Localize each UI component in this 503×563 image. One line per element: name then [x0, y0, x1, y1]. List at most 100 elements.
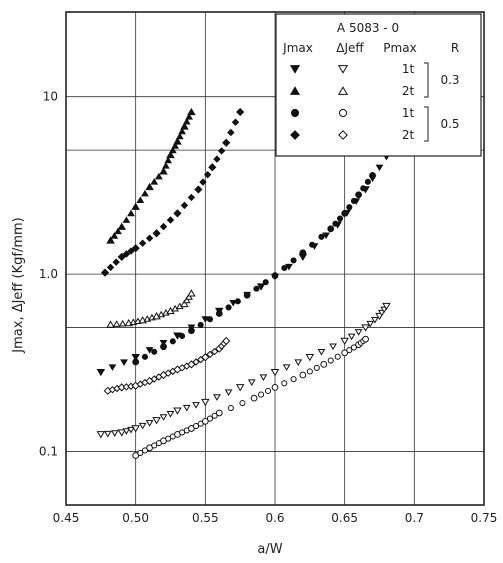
- data-point: [161, 162, 170, 169]
- data-point: [159, 339, 168, 347]
- data-point: [152, 229, 161, 238]
- data-point: [208, 163, 217, 172]
- x-axis-title: a/W: [257, 542, 282, 557]
- data-point: [341, 209, 349, 217]
- data-point: [366, 320, 375, 328]
- data-point: [201, 398, 210, 407]
- legend-marker: [337, 65, 349, 74]
- data-point: [169, 338, 176, 345]
- series-diamond-open: [103, 336, 231, 395]
- data-point: [180, 201, 189, 210]
- data-point: [227, 128, 235, 137]
- data-point: [110, 430, 119, 437]
- legend: A 5083 - 0 Jmax ΔJeff Pmax R 1t 2t 1t 2t 0.3 0.5: [275, 13, 482, 157]
- data-point: [199, 178, 207, 186]
- data-point: [206, 316, 214, 323]
- data-point: [151, 442, 158, 449]
- data-point: [120, 359, 128, 366]
- data-point: [306, 368, 313, 375]
- data-point: [96, 369, 106, 377]
- data-point: [247, 379, 256, 387]
- legend-pmax-label: 1t: [402, 106, 415, 120]
- legend-pmax-label: 1t: [402, 62, 415, 76]
- data-point: [201, 316, 210, 323]
- data-point: [132, 452, 140, 459]
- data-point: [211, 412, 218, 419]
- legend-marker: [337, 86, 349, 95]
- data-point: [270, 369, 280, 377]
- data-point: [96, 431, 106, 439]
- data-point: [187, 193, 196, 202]
- data-point: [369, 172, 376, 179]
- legend-marker: [290, 130, 300, 140]
- data-point: [320, 360, 328, 368]
- data-point: [329, 343, 337, 351]
- data-point: [141, 353, 149, 360]
- data-point: [171, 142, 180, 149]
- legend-header: R: [451, 41, 459, 55]
- data-point: [362, 335, 369, 343]
- data-point: [122, 216, 131, 223]
- data-point: [131, 425, 140, 433]
- series-triangle-up-filled: [106, 107, 196, 244]
- data-point: [201, 353, 210, 362]
- x-tick-label: 0.65: [331, 511, 358, 525]
- data-point: [173, 407, 182, 415]
- data-point: [258, 391, 265, 398]
- y-tick-label: 1.0: [39, 267, 58, 281]
- data-point: [285, 263, 293, 271]
- data-point: [145, 420, 154, 427]
- data-point: [318, 233, 325, 240]
- data-point: [215, 409, 223, 417]
- data-point: [360, 185, 367, 192]
- data-point: [187, 289, 196, 297]
- data-point: [131, 202, 140, 210]
- data-point: [336, 215, 344, 222]
- y-axis-title: Jmax, ΔJeff (Kgf/mm): [11, 217, 26, 353]
- data-point: [229, 299, 238, 307]
- data-point: [354, 329, 363, 336]
- data-point: [334, 353, 341, 360]
- data-point: [197, 321, 204, 329]
- data-point: [173, 209, 182, 218]
- data-point: [299, 371, 307, 379]
- data-point: [290, 376, 297, 383]
- data-point: [122, 250, 131, 258]
- data-point: [322, 232, 330, 240]
- data-point: [180, 122, 189, 130]
- data-point: [206, 415, 214, 422]
- data-point: [309, 241, 316, 248]
- data-point: [370, 317, 379, 324]
- x-tick-label: 0.75: [471, 511, 498, 525]
- data-point: [341, 349, 349, 357]
- data-point: [188, 327, 195, 335]
- data-point: [187, 107, 196, 116]
- data-point: [127, 209, 135, 217]
- data-point: [327, 225, 335, 233]
- data-point: [114, 227, 122, 235]
- data-point: [347, 333, 356, 341]
- data-point: [166, 411, 175, 418]
- legend-r-label: 0.5: [440, 117, 459, 131]
- data-point: [235, 384, 245, 392]
- data-point: [364, 178, 371, 185]
- data-point: [192, 402, 200, 409]
- data-point: [203, 170, 212, 179]
- y-tick-label: 0.1: [39, 445, 58, 459]
- data-point: [340, 337, 349, 346]
- data-point: [159, 222, 168, 231]
- data-point: [239, 400, 246, 407]
- x-axis-ticks: 0.45 0.50 0.55 0.6 0.65 0.7 0.75: [53, 511, 498, 525]
- legend-bracket: [424, 106, 429, 142]
- data-point: [281, 264, 288, 272]
- data-point: [217, 147, 226, 155]
- data-point: [332, 220, 339, 227]
- data-point: [106, 236, 115, 244]
- legend-marker: [289, 65, 301, 74]
- data-point: [145, 234, 154, 242]
- series-triangle-down-open: [96, 302, 391, 439]
- data-point: [150, 178, 159, 185]
- data-point: [346, 204, 353, 211]
- data-point: [271, 383, 279, 391]
